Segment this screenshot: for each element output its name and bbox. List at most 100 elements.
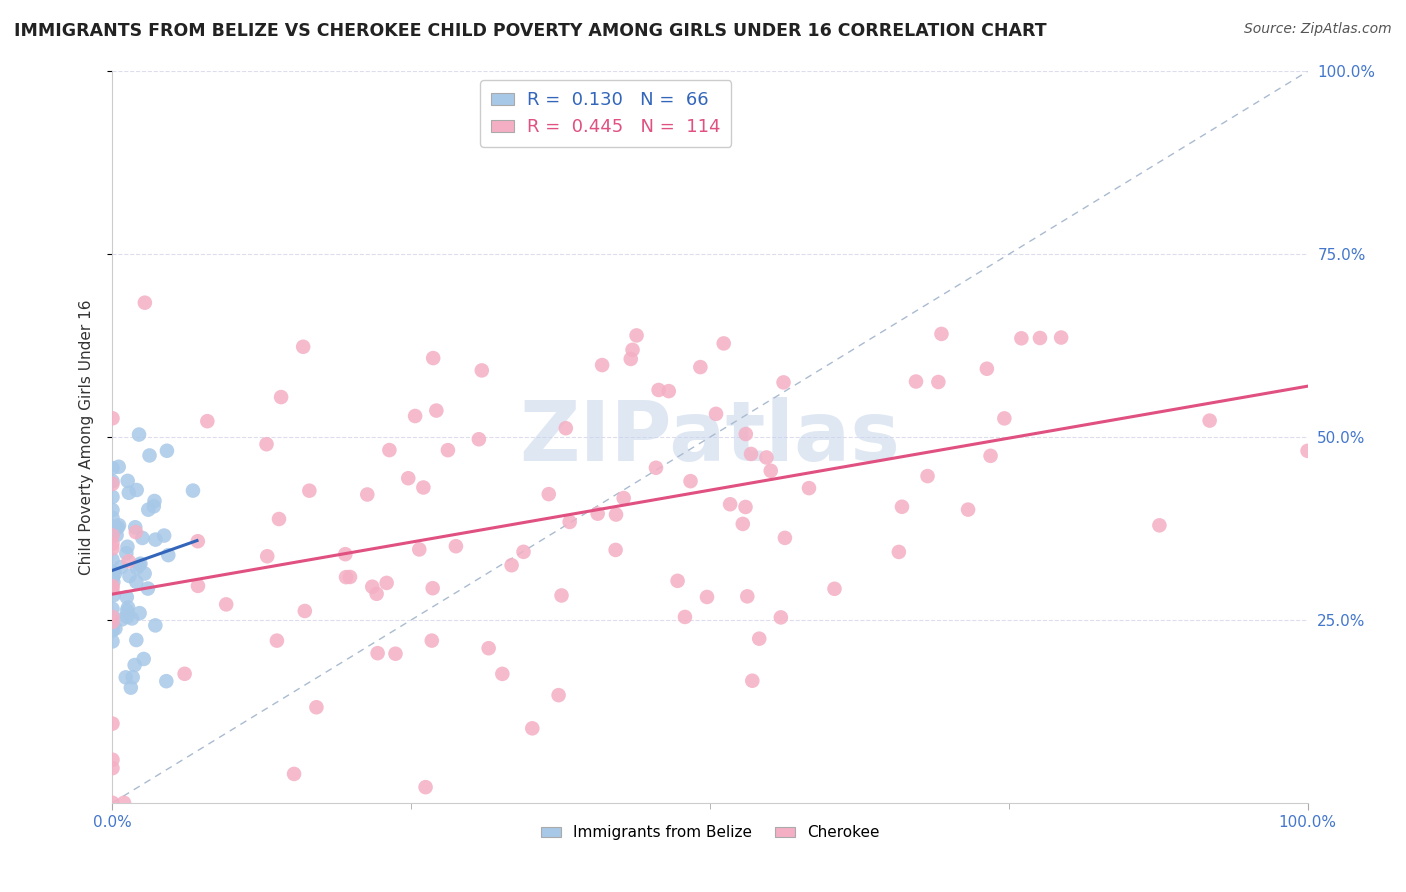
Point xyxy=(957,502,980,516)
Point xyxy=(155,674,177,689)
Point xyxy=(741,673,763,688)
Point xyxy=(101,610,124,624)
Point xyxy=(645,460,668,475)
Point xyxy=(408,542,430,557)
Point xyxy=(927,375,949,389)
Text: IMMIGRANTS FROM BELIZE VS CHEROKEE CHILD POVERTY AMONG GIRLS UNDER 16 CORRELATIO: IMMIGRANTS FROM BELIZE VS CHEROKEE CHILD… xyxy=(14,22,1046,40)
Point xyxy=(124,658,146,673)
Point xyxy=(696,590,718,604)
Point xyxy=(101,490,124,504)
Point xyxy=(101,569,124,583)
Point xyxy=(772,376,794,390)
Point xyxy=(335,547,357,561)
Point xyxy=(266,633,288,648)
Point xyxy=(256,437,278,451)
Point xyxy=(120,681,142,695)
Point xyxy=(478,641,501,656)
Point xyxy=(128,558,150,572)
Point xyxy=(501,558,523,573)
Point xyxy=(125,483,148,497)
Point xyxy=(718,497,741,511)
Point xyxy=(773,531,796,545)
Point xyxy=(620,351,643,366)
Point xyxy=(107,459,129,474)
Point xyxy=(522,722,544,736)
Point xyxy=(425,403,447,417)
Point xyxy=(740,447,762,461)
Point xyxy=(917,469,939,483)
Point xyxy=(366,587,388,601)
Point xyxy=(131,531,153,545)
Point xyxy=(125,524,148,539)
Point xyxy=(270,390,292,404)
Point xyxy=(157,548,180,562)
Point xyxy=(101,761,124,775)
Point xyxy=(658,384,681,398)
Point xyxy=(554,421,576,435)
Point xyxy=(101,476,124,491)
Point xyxy=(298,483,321,498)
Point xyxy=(605,543,627,558)
Point xyxy=(887,545,910,559)
Point xyxy=(138,449,160,463)
Point xyxy=(105,528,128,542)
Point xyxy=(591,358,613,372)
Point xyxy=(1149,518,1171,533)
Point xyxy=(101,602,124,616)
Point xyxy=(187,579,209,593)
Point xyxy=(755,450,778,465)
Point xyxy=(891,500,914,514)
Point xyxy=(759,464,782,478)
Point xyxy=(215,598,238,612)
Point xyxy=(101,716,124,731)
Point xyxy=(1198,414,1220,428)
Point xyxy=(558,515,581,529)
Point xyxy=(621,343,644,357)
Point xyxy=(292,340,315,354)
Point xyxy=(673,610,696,624)
Point xyxy=(993,411,1015,425)
Point xyxy=(112,796,135,810)
Point xyxy=(101,634,124,648)
Point xyxy=(384,647,406,661)
Point xyxy=(101,461,124,475)
Point xyxy=(931,326,953,341)
Point xyxy=(980,449,1002,463)
Point xyxy=(256,549,278,564)
Point xyxy=(537,487,560,501)
Point xyxy=(115,604,138,618)
Point xyxy=(101,570,124,584)
Point xyxy=(713,336,735,351)
Point xyxy=(550,589,572,603)
Point xyxy=(143,618,166,632)
Point xyxy=(124,520,146,534)
Point xyxy=(305,700,328,714)
Point xyxy=(976,361,998,376)
Point xyxy=(143,494,166,508)
Point xyxy=(444,539,467,553)
Point xyxy=(420,633,443,648)
Point xyxy=(142,500,165,514)
Point xyxy=(107,520,129,534)
Point xyxy=(105,520,128,534)
Point xyxy=(769,610,792,624)
Point xyxy=(904,375,927,389)
Point xyxy=(375,575,398,590)
Point xyxy=(101,411,124,425)
Point xyxy=(689,360,711,375)
Point xyxy=(797,481,820,495)
Point xyxy=(491,666,513,681)
Point xyxy=(361,580,384,594)
Point xyxy=(110,560,132,574)
Point xyxy=(118,485,141,500)
Point xyxy=(422,581,444,595)
Point xyxy=(125,574,148,589)
Point xyxy=(101,579,124,593)
Point xyxy=(101,552,124,566)
Point xyxy=(134,566,156,581)
Point xyxy=(111,612,134,626)
Point xyxy=(101,537,124,551)
Point xyxy=(335,570,357,584)
Point xyxy=(666,574,689,588)
Point xyxy=(512,545,534,559)
